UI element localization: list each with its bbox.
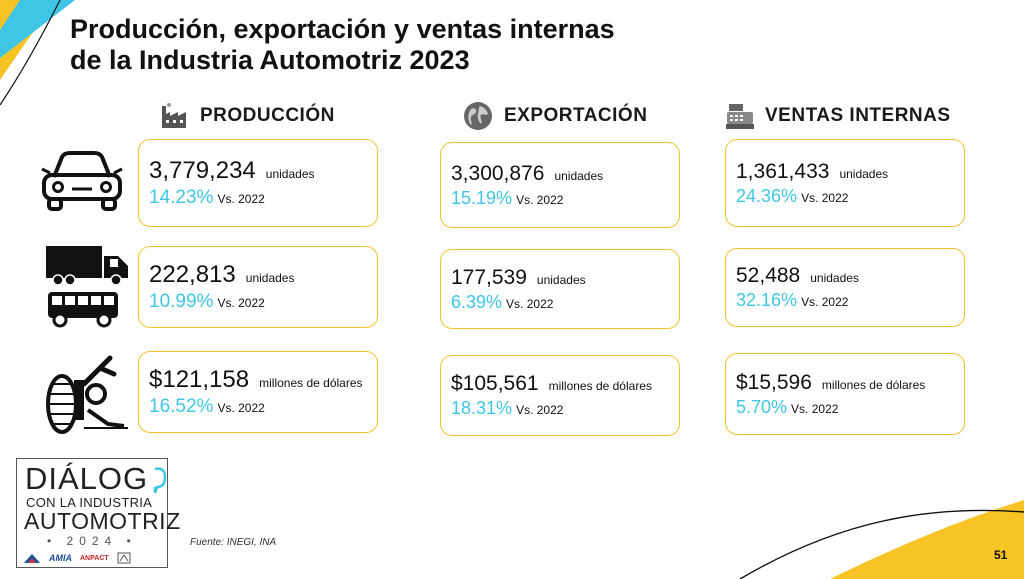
card-value: 3,300,876 bbox=[451, 161, 545, 185]
card-value: 3,779,234 bbox=[149, 157, 256, 184]
card-value: $121,158 bbox=[149, 366, 250, 393]
sponsor-amia: AMIA bbox=[49, 553, 72, 563]
card-value: 222,813 bbox=[149, 261, 236, 288]
page-number: 51 bbox=[994, 548, 1008, 562]
card-percent: 16.52% bbox=[149, 396, 214, 417]
card-unit: unidades bbox=[265, 167, 315, 181]
card-percent: 6.39% bbox=[451, 291, 503, 312]
header-produccion: PRODUCCIÓN bbox=[160, 100, 335, 132]
header-exportacion: EXPORTACIÓN bbox=[462, 100, 647, 132]
card-vs: Vs. 2022 bbox=[217, 192, 265, 206]
card-produccion-autos: 3,779,234 unidades 14.23% Vs. 2022 bbox=[138, 139, 378, 227]
card-exportacion-autopartes: $105,561 millones de dólares 18.31% Vs. … bbox=[440, 355, 680, 436]
card-value: $15,596 bbox=[736, 370, 812, 394]
card-unit: unidades bbox=[245, 271, 295, 285]
header-produccion-label: PRODUCCIÓN bbox=[200, 105, 335, 126]
header-ventas: VENTAS INTERNAS bbox=[725, 100, 951, 132]
card-produccion-autopartes: $121,158 millones de dólares 16.52% Vs. … bbox=[138, 351, 378, 433]
card-ventas-autopartes: $15,596 millones de dólares 5.70% Vs. 20… bbox=[725, 353, 965, 435]
dialogo-logo: DIÁLOG CON LA INDUSTRIA AUTOMOTRIZ • 202… bbox=[16, 458, 180, 568]
sponsor-logos: AMIA ANPACT bbox=[23, 551, 163, 565]
card-vs: Vs. 2022 bbox=[217, 296, 265, 310]
cash-register-icon bbox=[726, 104, 754, 129]
card-vs: Vs. 2022 bbox=[506, 296, 554, 311]
card-vs: Vs. 2022 bbox=[801, 190, 849, 205]
card-value: 177,539 bbox=[451, 265, 527, 289]
card-value: $105,561 bbox=[451, 372, 539, 395]
card-unit: millones de dólares bbox=[548, 379, 652, 393]
card-unit: unidades bbox=[536, 272, 586, 287]
card-value: 52,488 bbox=[736, 264, 801, 287]
logo-line-2: CON LA INDUSTRIA bbox=[26, 495, 153, 510]
title-line-1: Producción, exportación y ventas interna… bbox=[70, 14, 615, 44]
card-percent: 14.23% bbox=[149, 187, 214, 208]
card-vs: Vs. 2022 bbox=[791, 401, 839, 416]
card-unit: unidades bbox=[839, 166, 889, 181]
factory-icon bbox=[162, 103, 186, 128]
logo-line-4: • 2024 • bbox=[47, 534, 137, 548]
card-value: 1,361,433 bbox=[736, 159, 830, 183]
card-produccion-pesados: 222,813 unidades 10.99% Vs. 2022 bbox=[138, 246, 378, 328]
card-percent: 32.16% bbox=[736, 290, 798, 310]
auto-parts-icon bbox=[46, 355, 128, 434]
source-note: Fuente: INEGI, INA bbox=[190, 537, 277, 548]
speech-bubble-icon bbox=[153, 467, 167, 494]
card-exportacion-autos: 3,300,876 unidades 15.19% Vs. 2022 bbox=[440, 142, 680, 228]
car-icon bbox=[41, 151, 123, 211]
card-vs: Vs. 2022 bbox=[516, 403, 564, 417]
card-percent: 18.31% bbox=[451, 398, 513, 418]
header-exportacion-label: EXPORTACIÓN bbox=[504, 105, 648, 126]
sponsor-anpact: ANPACT bbox=[80, 554, 109, 562]
card-unit: unidades bbox=[554, 168, 604, 183]
card-ventas-autos: 1,361,433 unidades 24.36% Vs. 2022 bbox=[725, 139, 965, 227]
slide-title: Producción, exportación y ventas interna… bbox=[70, 14, 770, 76]
card-percent: 24.36% bbox=[736, 185, 798, 206]
card-percent: 15.19% bbox=[451, 187, 513, 208]
card-percent: 10.99% bbox=[149, 291, 214, 312]
header-ventas-label: VENTAS INTERNAS bbox=[765, 105, 951, 126]
globe-icon bbox=[464, 102, 492, 130]
card-percent: 5.70% bbox=[736, 396, 788, 417]
card-unit: millones de dólares bbox=[821, 377, 926, 392]
ina-logo-icon bbox=[24, 554, 40, 563]
card-vs: Vs. 2022 bbox=[516, 192, 564, 207]
truck-bus-icon bbox=[46, 246, 128, 328]
card-unit: unidades bbox=[810, 271, 859, 285]
card-ventas-pesados: 52,488 unidades 32.16% Vs. 2022 bbox=[725, 248, 965, 327]
title-line-2: de la Industria Automotriz 2023 bbox=[70, 45, 470, 75]
logo-line-3: AUTOMOTRIZ bbox=[24, 508, 181, 534]
logo-line-1: DIÁLOG bbox=[25, 461, 149, 496]
card-exportacion-pesados: 177,539 unidades 6.39% Vs. 2022 bbox=[440, 249, 680, 329]
card-unit: millones de dólares bbox=[259, 376, 363, 390]
sponsor-emblem-icon bbox=[117, 552, 131, 564]
card-vs: Vs. 2022 bbox=[801, 295, 849, 309]
card-vs: Vs. 2022 bbox=[217, 401, 265, 415]
